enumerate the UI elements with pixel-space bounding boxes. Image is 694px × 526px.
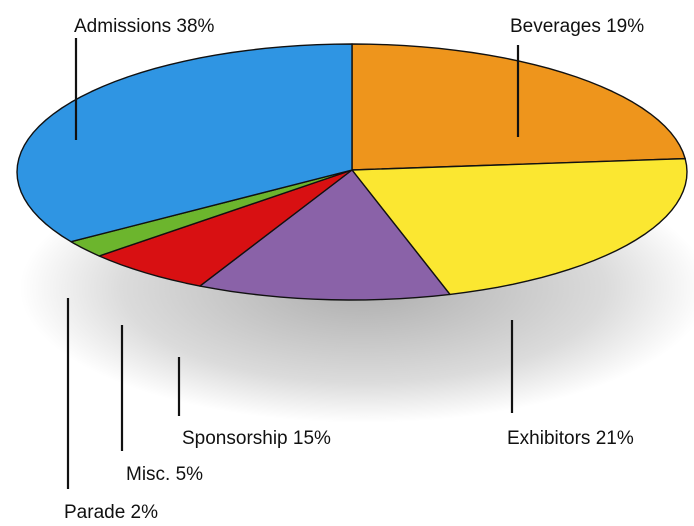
pie-slice-misc bbox=[98, 169, 353, 287]
pie-slice-admissions bbox=[16, 43, 353, 243]
pie-slice-exhibitors bbox=[351, 157, 688, 296]
slice-label-admissions: Admissions 38% bbox=[74, 16, 215, 37]
slice-labels: Beverages 19% Exhibitors 21% Sponsorship 1… bbox=[64, 16, 644, 523]
slice-label-misc: Misc. 5% bbox=[126, 464, 203, 485]
slice-label-exhibitors: Exhibitors 21% bbox=[507, 428, 634, 449]
slice-label-sponsorship: Sponsorship 15% bbox=[182, 428, 331, 449]
slice-label-parade: Parade 2% bbox=[64, 502, 158, 523]
pie-slice-parade bbox=[70, 169, 353, 257]
pie-slice-sponsorship bbox=[199, 169, 451, 301]
pie-slices bbox=[16, 43, 688, 301]
slice-label-beverages: Beverages 19% bbox=[510, 16, 644, 37]
leader-lines bbox=[66, 38, 520, 489]
